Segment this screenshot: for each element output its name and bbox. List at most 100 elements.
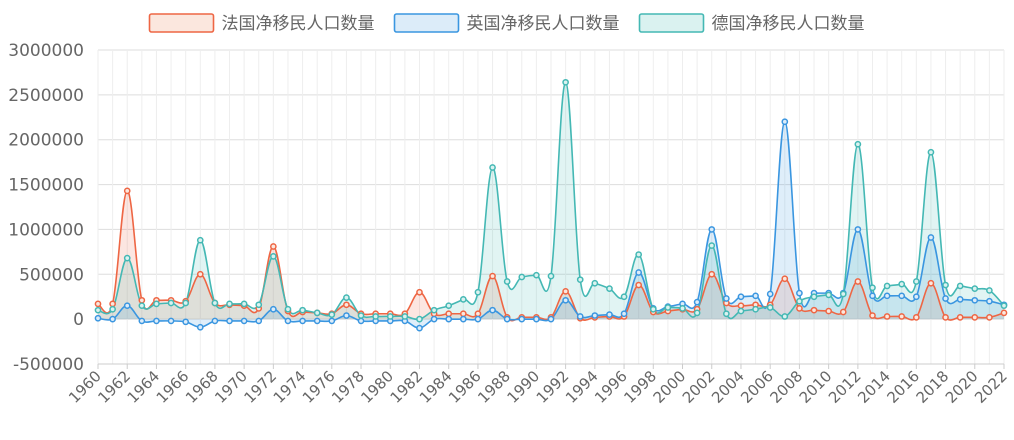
- data-point-0-2002[interactable]: [708, 270, 716, 278]
- data-point-1-1987[interactable]: [489, 306, 496, 314]
- data-point-2-1981[interactable]: [401, 313, 409, 320]
- data-point-0-2008[interactable]: [796, 305, 803, 312]
- data-point-1-1991[interactable]: [547, 315, 555, 323]
- data-point-1-1988[interactable]: [503, 315, 511, 323]
- data-point-0-2017[interactable]: [927, 279, 935, 287]
- data-point-2-1996[interactable]: [620, 293, 628, 301]
- data-point-2-1995[interactable]: [606, 285, 613, 292]
- legend-label[interactable]: 德国净移民人口数量: [712, 14, 865, 34]
- data-point-2-1963[interactable]: [138, 302, 146, 310]
- data-point-0-1985[interactable]: [459, 310, 467, 318]
- data-point-0-2018[interactable]: [942, 313, 949, 321]
- data-point-1-2008[interactable]: [796, 289, 803, 297]
- data-point-0-1982[interactable]: [416, 288, 423, 296]
- legend-swatch[interactable]: [148, 13, 215, 33]
- data-point-1-1972[interactable]: [270, 305, 277, 313]
- legend-item-1[interactable]: 英国净移民人口数量: [393, 13, 620, 34]
- data-point-1-1986[interactable]: [474, 315, 482, 323]
- data-point-2-1985[interactable]: [459, 296, 467, 303]
- data-point-2-1974[interactable]: [299, 306, 306, 314]
- data-point-1-1970[interactable]: [240, 317, 248, 325]
- legend-swatch[interactable]: [638, 13, 705, 33]
- data-point-0-2016[interactable]: [912, 313, 920, 321]
- data-point-0-2011[interactable]: [839, 308, 847, 316]
- data-point-2-1970[interactable]: [240, 300, 248, 308]
- data-point-0-1963[interactable]: [138, 296, 146, 304]
- data-point-2-1961[interactable]: [109, 305, 116, 313]
- data-point-2-1975[interactable]: [313, 309, 321, 317]
- data-point-1-1976[interactable]: [328, 317, 336, 325]
- legend[interactable]: 法国净移民人口数量 英国净移民人口数量 德国净移民人口数量: [148, 13, 865, 34]
- data-point-2-1966[interactable]: [182, 299, 190, 307]
- data-point-1-2012[interactable]: [854, 226, 862, 233]
- data-point-1-1985[interactable]: [459, 315, 467, 323]
- data-point-1-1969[interactable]: [226, 317, 233, 325]
- data-point-2-2017[interactable]: [927, 148, 935, 156]
- data-point-0-2020[interactable]: [971, 313, 979, 321]
- data-point-1-1989[interactable]: [518, 315, 526, 323]
- data-point-1-2016[interactable]: [912, 293, 920, 301]
- data-point-0-1986[interactable]: [474, 310, 482, 318]
- data-point-2-2015[interactable]: [898, 280, 906, 288]
- data-point-2-1965[interactable]: [167, 299, 175, 307]
- data-point-2-1967[interactable]: [196, 236, 204, 244]
- data-point-2-1986[interactable]: [474, 288, 482, 296]
- data-point-0-1984[interactable]: [445, 310, 453, 318]
- data-point-1-2005[interactable]: [752, 292, 759, 300]
- data-point-2-1969[interactable]: [226, 300, 233, 308]
- data-point-2-2006[interactable]: [766, 304, 774, 311]
- data-point-1-1984[interactable]: [445, 315, 453, 323]
- data-point-2-1980[interactable]: [386, 313, 394, 320]
- data-point-2-1989[interactable]: [518, 273, 526, 281]
- data-point-2-2013[interactable]: [869, 284, 876, 292]
- data-point-1-2014[interactable]: [883, 292, 891, 300]
- data-point-1-1963[interactable]: [138, 317, 146, 325]
- data-point-1-1967[interactable]: [196, 323, 204, 331]
- data-point-2-1987[interactable]: [489, 164, 496, 171]
- legend-item-0[interactable]: 法国净移民人口数量: [148, 13, 375, 34]
- data-point-1-1992[interactable]: [562, 296, 569, 304]
- data-point-0-1962[interactable]: [123, 187, 131, 195]
- data-point-1-1968[interactable]: [211, 317, 219, 325]
- data-point-1-1982[interactable]: [416, 324, 423, 332]
- data-point-1-1971[interactable]: [255, 317, 263, 325]
- data-point-2-2014[interactable]: [883, 282, 891, 290]
- data-point-2-1983[interactable]: [430, 306, 438, 314]
- data-point-1-1997[interactable]: [635, 269, 643, 276]
- data-point-2-2004[interactable]: [737, 307, 745, 315]
- data-point-2-1968[interactable]: [211, 299, 219, 307]
- data-point-2-1993[interactable]: [576, 276, 584, 284]
- data-point-0-2012[interactable]: [854, 278, 862, 285]
- data-point-1-1962[interactable]: [123, 302, 131, 310]
- data-point-0-1992[interactable]: [562, 287, 569, 295]
- data-point-2-1962[interactable]: [123, 254, 131, 262]
- data-point-2-2002[interactable]: [708, 242, 716, 249]
- data-point-1-1993[interactable]: [576, 313, 584, 320]
- data-point-2-1984[interactable]: [445, 302, 453, 310]
- data-point-1-1994[interactable]: [591, 312, 599, 319]
- legend-label[interactable]: 法国净移民人口数量: [222, 14, 375, 34]
- data-point-2-1992[interactable]: [562, 78, 569, 86]
- data-point-2-2009[interactable]: [810, 293, 818, 301]
- data-point-1-1965[interactable]: [167, 317, 175, 325]
- data-point-1-1961[interactable]: [109, 315, 116, 323]
- data-point-0-2010[interactable]: [825, 307, 832, 315]
- data-point-0-2007[interactable]: [781, 275, 789, 283]
- data-point-2-2021[interactable]: [986, 287, 993, 294]
- data-point-1-1978[interactable]: [357, 317, 365, 325]
- data-point-0-2019[interactable]: [956, 313, 964, 321]
- data-point-0-2014[interactable]: [883, 313, 891, 320]
- data-point-1-2006[interactable]: [766, 290, 774, 298]
- data-point-2-2022[interactable]: [1000, 302, 1008, 310]
- data-point-1-2004[interactable]: [737, 293, 745, 301]
- data-point-2-1973[interactable]: [284, 305, 292, 313]
- data-point-2-1972[interactable]: [270, 252, 277, 260]
- data-point-0-2013[interactable]: [869, 312, 876, 319]
- data-point-2-2005[interactable]: [752, 305, 759, 313]
- data-point-0-2022[interactable]: [1000, 309, 1008, 317]
- data-point-1-2018[interactable]: [942, 295, 949, 302]
- data-point-2-1994[interactable]: [591, 279, 599, 287]
- data-point-2-2020[interactable]: [971, 285, 979, 292]
- data-point-2-1971[interactable]: [255, 301, 263, 309]
- data-point-0-1977[interactable]: [343, 301, 350, 309]
